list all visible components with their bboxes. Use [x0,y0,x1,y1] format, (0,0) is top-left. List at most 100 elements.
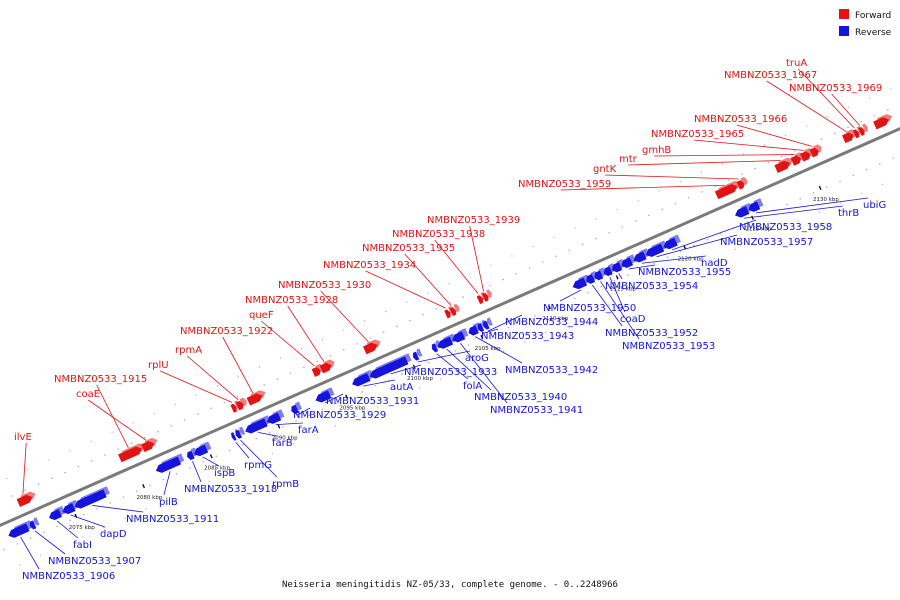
gene-label-nadD: nadD [701,258,728,269]
gene-label-gntK: gntK [593,164,617,175]
gene-body [74,489,107,509]
leader-line [296,407,311,416]
legend-reverse-label: Reverse [855,28,892,38]
leader-line [240,439,278,478]
leader-line [70,514,106,528]
leader-line [258,431,277,437]
leader-line [475,336,523,364]
gene-body [611,262,623,273]
gene-shadow [486,317,493,326]
gene-label-NMBNZ0533_1938: NMBNZ0533_1938 [392,229,485,240]
leader-line [362,379,395,387]
leader-line [417,350,470,363]
gene-NMBNZ0533_1957-reverse [645,240,668,257]
tick-mark [751,215,754,220]
tick-label: 2075 kbp [69,525,95,531]
gene-body [736,180,745,190]
leader-line [628,160,781,166]
gene-label-NMBNZ0533_1950: NMBNZ0533_1950 [543,303,636,314]
leader-line [766,80,847,132]
gene-label-rpmG: rpmG [244,460,272,471]
gene-body [734,206,750,218]
gene-fabI-reverse [48,505,66,521]
gene-NMBNZ0533_1944-reverse [483,317,493,330]
gene-body [230,403,237,413]
gene-body [482,292,489,302]
gene-NMBNZ0533_1930-forward [362,339,381,355]
gene-body [444,309,451,319]
gene-unnamed-forward [873,114,893,130]
gene-body [603,266,613,277]
gene-NMBNZ0533_1929-reverse [291,401,303,415]
gene-gmhB-forward [790,152,805,166]
tick-label: 2120 kbp [678,257,704,263]
gene-NMBNZ0533_1911-reverse [74,486,110,509]
gene-label-NMBNZ0533_1939: NMBNZ0533_1939 [427,215,520,226]
gene-body [231,432,237,441]
leader-line [656,234,738,258]
gene-shadow [416,348,423,357]
gene-label-farB: farB [272,438,293,449]
gene-label-NMBNZ0533_1953: NMBNZ0533_1953 [622,341,715,352]
scale-ticks: 2075 kbp 2080 kbp 2085 kbp 2090 kbp 2095 kbp… [69,185,839,531]
gene-body [586,274,596,284]
legend-forward-label: Forward [855,11,891,21]
gene-label-NMBNZ0533_1911: NMBNZ0533_1911 [126,514,219,525]
gene-label-NMBNZ0533_1906: NMBNZ0533_1906 [22,571,115,582]
gene-label-gmhB: gmhB [642,145,671,156]
gene-dapD-reverse [62,499,79,515]
gene-pilB-reverse [155,453,185,473]
gene-body [852,129,860,139]
gene-aroG-reverse [412,348,423,361]
gene-body [235,429,243,439]
tick-label: 2105 kbp [475,346,501,352]
gene-label-NMBNZ0533_1929: NMBNZ0533_1929 [293,410,386,421]
gene-label-NMBNZ0533_1928: NMBNZ0533_1928 [245,295,338,306]
leader-line [600,281,640,340]
gene-body [645,243,665,257]
gene-body [291,404,299,415]
gene-body [362,342,378,355]
gene-body [714,184,738,200]
gene-label-fabI: fabI [73,540,92,551]
gene-mtr-forward [774,157,794,173]
gene-rpmA-forward [235,397,247,411]
gene-NMBNZ0533_1935-forward [449,303,460,317]
leader-line [160,370,233,403]
gene-body [633,251,647,263]
gene-shadow [453,303,460,313]
leader-line [831,93,861,126]
leader-line [365,270,446,309]
tick-mark [818,185,822,190]
leader-line [671,219,757,251]
gene-gntK-forward [736,176,748,190]
gene-body [594,270,604,281]
tick-label: 2095 kbp [339,406,365,412]
genome-backbone [0,127,900,527]
gene-shadow [813,144,822,154]
gene-label-NMBNZ0533_1965: NMBNZ0533_1965 [651,129,744,140]
gene-body [841,132,854,144]
tick-mark [209,454,213,459]
gene-body [477,322,485,333]
gene-label-NMBNZ0533_1940: NMBNZ0533_1940 [474,392,567,403]
gene-body [315,390,332,403]
gene-label-coaE: coaE [76,389,100,400]
gene-body [431,343,439,353]
leader-line [743,205,843,219]
gene-label-NMBNZ0533_1934: NMBNZ0533_1934 [323,260,416,271]
leader-line [56,520,79,539]
gene-body [800,151,811,162]
leader-line [163,471,171,496]
gene-rpmB-reverse [235,426,246,439]
leader-line [92,505,144,513]
gene-body [476,295,484,305]
gene-label-NMBNZ0533_1955: NMBNZ0533_1955 [638,267,731,278]
label-leader-lines [20,68,868,570]
gene-label-NMBNZ0533_1967: NMBNZ0533_1967 [724,70,817,81]
leader-line [202,456,220,467]
gene-body [621,257,634,269]
gene-NMBNZ0533_1915-forward [118,443,146,463]
gene-nadD-reverse [633,248,650,263]
